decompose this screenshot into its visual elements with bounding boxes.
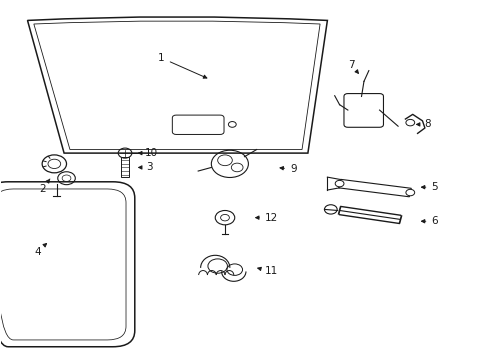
Bar [121, 157, 129, 177]
Text: 2: 2 [39, 179, 50, 194]
Text: 12: 12 [255, 213, 277, 222]
Text: 11: 11 [257, 266, 277, 276]
Text: 7: 7 [348, 60, 358, 73]
Circle shape [324, 205, 336, 214]
Text: 3: 3 [139, 162, 152, 172]
Circle shape [334, 180, 343, 187]
Text: 1: 1 [158, 53, 206, 78]
Text: 4: 4 [34, 243, 46, 257]
Text: 10: 10 [139, 148, 158, 158]
Text: 6: 6 [421, 216, 437, 226]
Text: 9: 9 [280, 164, 296, 174]
Text: 5: 5 [421, 182, 437, 192]
Circle shape [405, 189, 414, 196]
Text: 8: 8 [416, 120, 430, 129]
